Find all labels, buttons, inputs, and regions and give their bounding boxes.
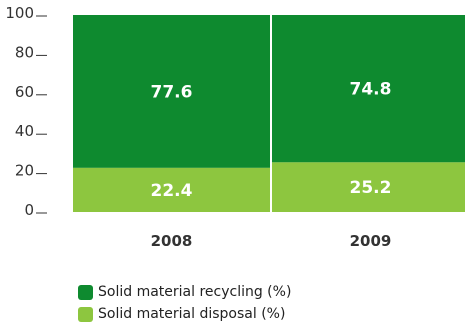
legend-label-disposal: Solid material disposal (%) <box>98 306 286 322</box>
data-label-recycling-2009: 74.8 <box>350 80 392 100</box>
data-label-recycling-2008: 77.6 <box>151 82 193 102</box>
legend: Solid material recycling (%) Solid mater… <box>78 281 291 325</box>
legend-swatch-disposal <box>78 306 93 322</box>
bar-recycling-2008 <box>73 15 270 168</box>
y-tick-label-0: 0 <box>24 201 34 219</box>
y-tick-label-60: 60 <box>15 83 34 101</box>
x-category-label-2008: 2008 <box>151 232 193 250</box>
y-tick-label-20: 20 <box>15 162 34 180</box>
data-label-disposal-2009: 25.2 <box>350 178 392 198</box>
legend-item-recycling: Solid material recycling (%) <box>78 281 291 303</box>
y-tick-label-100: 100 <box>5 4 34 22</box>
stacked-bar-chart: 0 20 40 60 80 100 77.6 22.4 2008 74.8 25.2 2009 <box>5 4 465 250</box>
y-tick-label-40: 40 <box>15 122 34 140</box>
bar-recycling-2009 <box>272 15 465 163</box>
y-tick-label-80: 80 <box>15 43 34 61</box>
bar-disposal-2008 <box>73 167 270 212</box>
x-category-label-2009: 2009 <box>350 232 392 250</box>
legend-label-recycling: Solid material recycling (%) <box>98 284 292 300</box>
data-label-disposal-2008: 22.4 <box>151 181 193 201</box>
legend-swatch-recycling <box>78 284 93 300</box>
bar-disposal-2009 <box>272 162 465 212</box>
legend-item-disposal: Solid material disposal (%) <box>78 303 291 325</box>
